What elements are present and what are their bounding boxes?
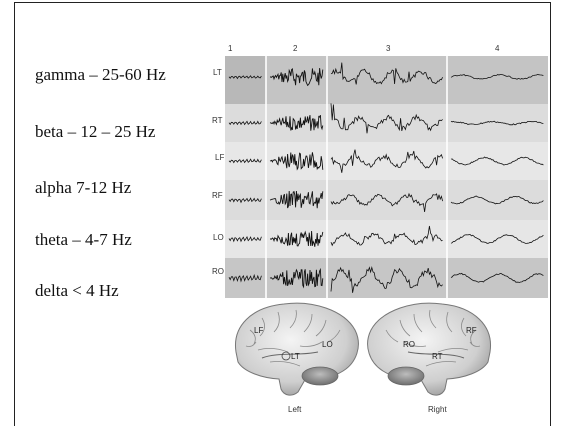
eeg-trace-lt-col3 [330, 62, 443, 85]
band-label-gamma: gamma – 25-60 Hz [35, 65, 166, 84]
band-label-beta: beta – 12 – 25 Hz [35, 122, 156, 141]
eeg-trace-lo-col2 [270, 230, 324, 247]
eeg-trace-lo-col1 [228, 235, 262, 243]
band-label-alpha: alpha 7-12 Hz [35, 178, 132, 197]
left-brain-illustration [235, 302, 359, 396]
eeg-trace-lf-col4 [450, 156, 544, 166]
brain-region-lf: LF [254, 326, 264, 335]
column-number-1: 1 [228, 44, 233, 53]
eeg-trace-ro-col4 [450, 272, 544, 283]
eeg-trace-rt-col3 [330, 103, 443, 134]
eeg-trace-rt-col1 [228, 120, 262, 126]
band-label-theta: theta – 4-7 Hz [35, 230, 132, 249]
eeg-trace-ro-col3 [330, 265, 443, 293]
eeg-trace-lf-col2 [269, 152, 324, 171]
eeg-trace-ro-col2 [269, 267, 324, 289]
brain-region-ro: RO [403, 340, 415, 349]
eeg-trace-lo-col4 [450, 234, 544, 244]
eeg-trace-rf-col1 [228, 197, 262, 204]
eeg-trace-rt-col2 [269, 115, 324, 131]
channel-label-ro: RO [212, 267, 224, 276]
eeg-trace-lt-col2 [270, 68, 324, 87]
eeg-trace-lf-col3 [330, 149, 443, 173]
column-number-4: 4 [495, 44, 500, 53]
column-number-3: 3 [386, 44, 391, 53]
channel-label-lt: LT [213, 68, 222, 77]
eeg-trace-lt-col1 [228, 75, 262, 80]
right-brain-illustration [367, 302, 491, 396]
eeg-trace-rf-col4 [450, 195, 544, 205]
brain-region-rf: RF [466, 326, 477, 335]
column-number-2: 2 [293, 44, 298, 53]
eeg-trace-lf-col1 [228, 158, 262, 164]
channel-label-lf: LF [215, 153, 225, 162]
caption-right: Right [428, 405, 447, 414]
brain-region-lo: LO [322, 340, 333, 349]
eeg-trace-lo-col3 [330, 225, 443, 247]
channel-label-rf: RF [212, 191, 223, 200]
eeg-trace-rf-col2 [269, 190, 324, 209]
channel-label-rt: RT [212, 116, 223, 125]
brain-region-rt: RT [432, 352, 443, 361]
eeg-trace-ro-col1 [228, 273, 262, 283]
brain-region-lt: LT [291, 352, 300, 361]
eeg-trace-rf-col3 [330, 192, 443, 213]
channel-label-lo: LO [213, 233, 224, 242]
eeg-trace-rt-col4 [450, 120, 544, 126]
caption-left: Left [288, 405, 302, 414]
eeg-trace-lt-col4 [450, 74, 544, 80]
band-label-delta: delta < 4 Hz [35, 281, 119, 300]
